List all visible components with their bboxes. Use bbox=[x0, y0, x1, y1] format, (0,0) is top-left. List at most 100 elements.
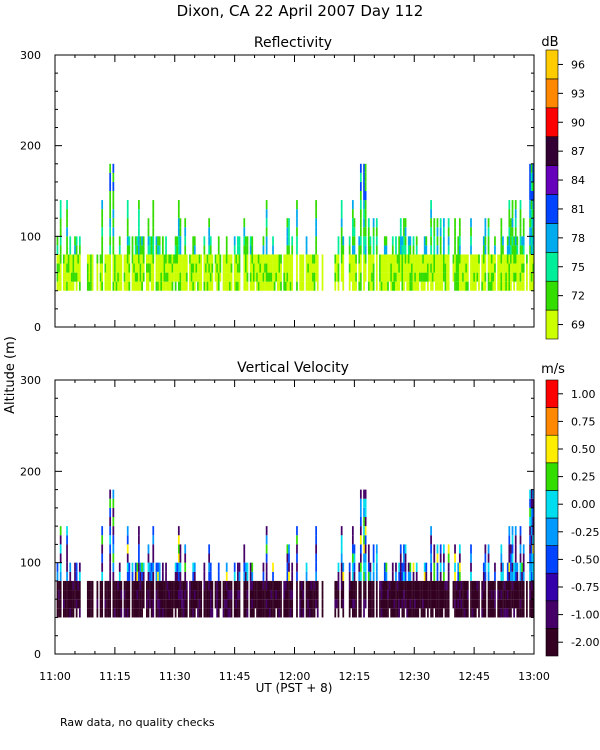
data-cell bbox=[96, 254, 99, 264]
data-cell bbox=[67, 272, 70, 282]
data-cell bbox=[532, 580, 535, 591]
data-cell bbox=[177, 571, 180, 581]
colorbar-swatch bbox=[545, 628, 559, 657]
data-cell bbox=[146, 580, 148, 591]
data-cell bbox=[462, 272, 464, 282]
data-cell bbox=[367, 227, 370, 237]
data-cell bbox=[465, 590, 468, 600]
data-cell bbox=[348, 580, 351, 591]
data-cell bbox=[514, 272, 517, 282]
data-cell bbox=[233, 580, 236, 591]
data-cell bbox=[252, 599, 255, 609]
data-cell bbox=[182, 281, 185, 291]
data-cell bbox=[64, 272, 67, 282]
data-cell bbox=[139, 580, 142, 591]
data-cell bbox=[364, 590, 367, 600]
x-tick-label: 11:30 bbox=[159, 670, 191, 683]
data-cell bbox=[141, 562, 143, 572]
data-cell bbox=[216, 599, 219, 609]
data-cell bbox=[508, 218, 511, 228]
data-cell bbox=[348, 236, 351, 246]
data-cell bbox=[473, 281, 476, 291]
data-cell bbox=[112, 272, 115, 282]
data-cell bbox=[419, 254, 421, 264]
data-cell bbox=[265, 209, 268, 219]
data-cell bbox=[446, 263, 448, 273]
colorbar-label: 81 bbox=[571, 203, 585, 216]
data-cell bbox=[372, 254, 375, 264]
data-cell bbox=[462, 590, 464, 600]
data-cell bbox=[268, 263, 271, 273]
data-cell bbox=[128, 272, 131, 282]
data-cell bbox=[161, 281, 164, 291]
data-cell bbox=[245, 562, 247, 572]
data-cell bbox=[522, 272, 525, 282]
data-cell bbox=[519, 245, 522, 255]
data-cell bbox=[134, 608, 137, 618]
data-cell bbox=[109, 172, 112, 182]
data-cell bbox=[391, 281, 394, 291]
data-cell bbox=[494, 590, 496, 600]
data-cell bbox=[403, 562, 405, 572]
data-cell bbox=[208, 599, 211, 609]
data-cell bbox=[506, 580, 509, 591]
data-cell bbox=[300, 272, 303, 282]
data-cell bbox=[401, 263, 404, 273]
data-cell bbox=[382, 590, 385, 600]
data-cell bbox=[463, 608, 466, 618]
data-cell bbox=[254, 272, 257, 282]
data-cell bbox=[69, 599, 72, 609]
data-cell bbox=[112, 263, 115, 273]
data-cell bbox=[109, 590, 112, 600]
data-cell bbox=[284, 580, 287, 591]
data-cell bbox=[185, 580, 188, 591]
data-cell bbox=[519, 562, 522, 572]
colorbar-label: -0.50 bbox=[571, 553, 599, 566]
data-cell bbox=[395, 562, 397, 572]
data-cell bbox=[171, 272, 174, 282]
data-cell bbox=[403, 227, 405, 237]
data-cell bbox=[363, 526, 365, 536]
data-cell bbox=[230, 263, 233, 273]
data-cell bbox=[284, 263, 287, 273]
data-cell bbox=[484, 281, 487, 291]
data-cell bbox=[268, 608, 271, 618]
data-cell bbox=[222, 599, 225, 609]
data-cell bbox=[516, 608, 519, 618]
data-cell bbox=[454, 544, 456, 554]
data-cell bbox=[529, 218, 531, 228]
data-cell bbox=[150, 272, 153, 282]
data-cell bbox=[367, 245, 370, 255]
data-cell bbox=[375, 544, 378, 554]
data-cell bbox=[134, 580, 137, 591]
colorbar-swatch bbox=[545, 280, 559, 311]
data-cell bbox=[96, 281, 99, 291]
data-cell bbox=[107, 272, 110, 282]
data-cell bbox=[463, 272, 466, 282]
data-cell bbox=[471, 608, 474, 618]
data-cell bbox=[415, 599, 418, 609]
data-cell bbox=[182, 263, 185, 273]
data-cell bbox=[75, 245, 78, 255]
data-cell bbox=[391, 254, 394, 264]
data-cell bbox=[75, 281, 78, 291]
data-cell bbox=[532, 608, 535, 618]
data-cell bbox=[177, 200, 180, 210]
data-cell bbox=[160, 281, 163, 291]
data-cell bbox=[340, 227, 343, 237]
data-cell bbox=[532, 209, 535, 219]
data-cell bbox=[72, 263, 75, 273]
data-cell bbox=[430, 218, 432, 228]
data-cell bbox=[383, 254, 386, 264]
data-cell bbox=[265, 254, 268, 264]
data-cell bbox=[238, 236, 241, 246]
data-cell bbox=[307, 263, 310, 273]
data-cell bbox=[315, 535, 318, 545]
data-cell bbox=[230, 599, 233, 609]
data-cell bbox=[112, 580, 115, 591]
data-cell bbox=[348, 263, 351, 273]
data-cell bbox=[419, 272, 421, 282]
data-cell bbox=[454, 590, 456, 600]
data-cell bbox=[458, 608, 461, 618]
data-cell bbox=[58, 272, 60, 282]
